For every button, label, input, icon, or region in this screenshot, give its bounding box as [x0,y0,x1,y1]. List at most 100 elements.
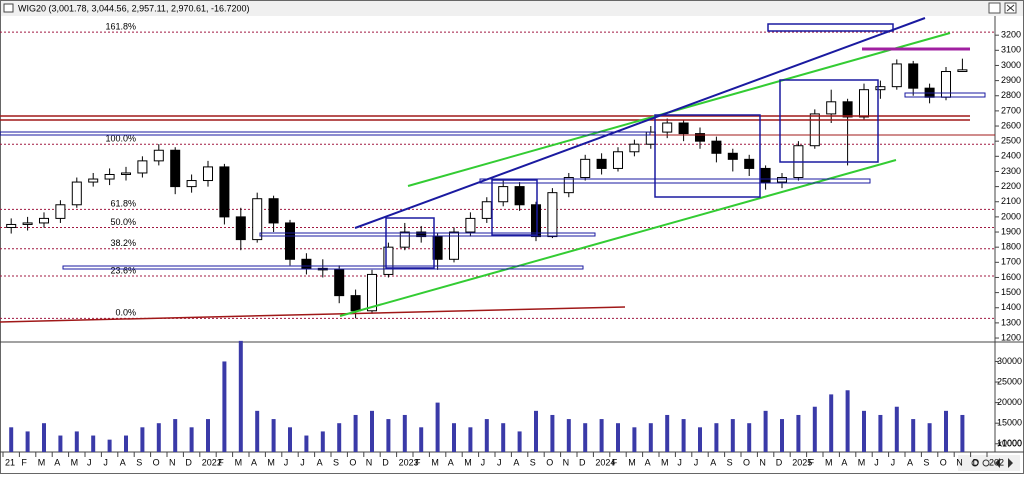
candle-body [596,158,607,169]
x-tick-label: J [103,457,108,467]
window-icon [3,3,14,13]
volume-bar [25,431,30,452]
candle-body [530,204,542,238]
scroll-controls [958,455,1020,471]
trend-line [354,17,926,229]
candle-body [186,180,197,188]
y-tick-label: 1200 [1001,332,1021,342]
x-tick-label: S [923,457,929,467]
volume-bar [484,419,489,452]
candle-body [957,69,968,73]
volume-bar [386,419,391,452]
candle-body [875,86,886,91]
volume-tick-label: 30000 [997,356,1022,366]
x-tick-label: M [267,457,275,467]
y-tick-label: 1500 [1001,287,1021,297]
x-tick-label: O [940,457,947,467]
x-tick-label: A [317,457,323,467]
candle-body [399,231,410,248]
volume-tick-label: 15000 [997,418,1022,428]
volume-bar [763,410,768,452]
volume-bar [255,410,260,452]
x-tick-label: A [907,457,913,467]
volume-bar [944,410,948,452]
zoom-button[interactable] [982,459,990,467]
candle-body [170,149,181,188]
x-tick-label: J [694,457,699,467]
x-tick-label: N [366,457,373,467]
candle-body [711,140,722,154]
fib-label: 161.8% [105,22,136,32]
candle-body [760,167,771,183]
x-tick-label: M [628,457,636,467]
x-tick-label: M [464,457,472,467]
volume-bar [599,419,604,452]
volume-bar [107,439,112,452]
candle-body [678,122,689,135]
candle-body [629,143,640,153]
candle-body [268,198,279,224]
candle-body [662,122,673,133]
candle-body [465,217,476,233]
volume-bar [780,419,784,452]
y-tick-label: 2000 [1001,211,1021,221]
x-tick-label: F [21,457,27,467]
box [385,217,435,269]
x-tick-label: M [235,457,243,467]
y-tick-label: 1800 [1001,242,1021,252]
volume-bar [419,427,424,452]
volume-bar [58,435,63,452]
x-tick-label: J [677,457,682,467]
x-tick-label: 2023 [399,457,419,467]
x-tick-label: S [727,457,733,467]
volume-bar [91,435,96,452]
volume-bar [124,435,128,452]
x-tick-label: A [841,457,847,467]
candle-body [727,152,738,160]
candle-body [284,222,296,260]
x-tick-label: O [349,457,356,467]
candle-body [366,273,378,312]
volume-bar [304,435,309,452]
volume-bar [812,406,817,452]
volume-bar [747,423,752,452]
volume-unit-label: x1000 [997,438,1022,448]
x-tick-label: D [973,457,980,467]
y-tick-label: 2400 [1001,151,1021,161]
x-tick-label: O [153,457,160,467]
candle-body [858,89,870,118]
x-tick-label: 2022 [202,457,222,467]
x-tick-label: D [185,457,192,467]
zoom-button[interactable] [971,459,979,467]
candle-body [334,269,345,297]
x-tick-label: J [891,457,896,467]
x-tick-label: J [481,457,486,467]
y-tick-label: 1300 [1001,317,1021,327]
x-tick-label: O [743,457,750,467]
y-tick-label: 2100 [1001,196,1021,206]
volume-bar [206,419,210,452]
candle-body [137,160,148,174]
volume-bar [911,419,916,452]
volume-bar [927,423,932,452]
scroll-arrows[interactable] [995,458,1013,468]
candle-body [498,186,509,203]
volume-bar [435,402,440,452]
volume-tick-label: 25000 [997,376,1022,386]
volume-tick-label: 10000 [997,438,1022,448]
volume-bar [796,414,801,452]
volume-bar [730,419,735,452]
trend-line [339,159,897,317]
volume-bar [960,414,965,452]
drawings [0,17,995,323]
maximize-button[interactable] [988,2,1001,14]
box [479,178,871,184]
x-tick-label: M [38,457,46,467]
candle-body [55,204,66,219]
candle-body [744,158,755,169]
volume-bar [222,361,227,452]
box [491,179,538,236]
volume-bar [566,419,571,452]
candle-body [891,63,902,88]
volume-bar [140,427,145,452]
